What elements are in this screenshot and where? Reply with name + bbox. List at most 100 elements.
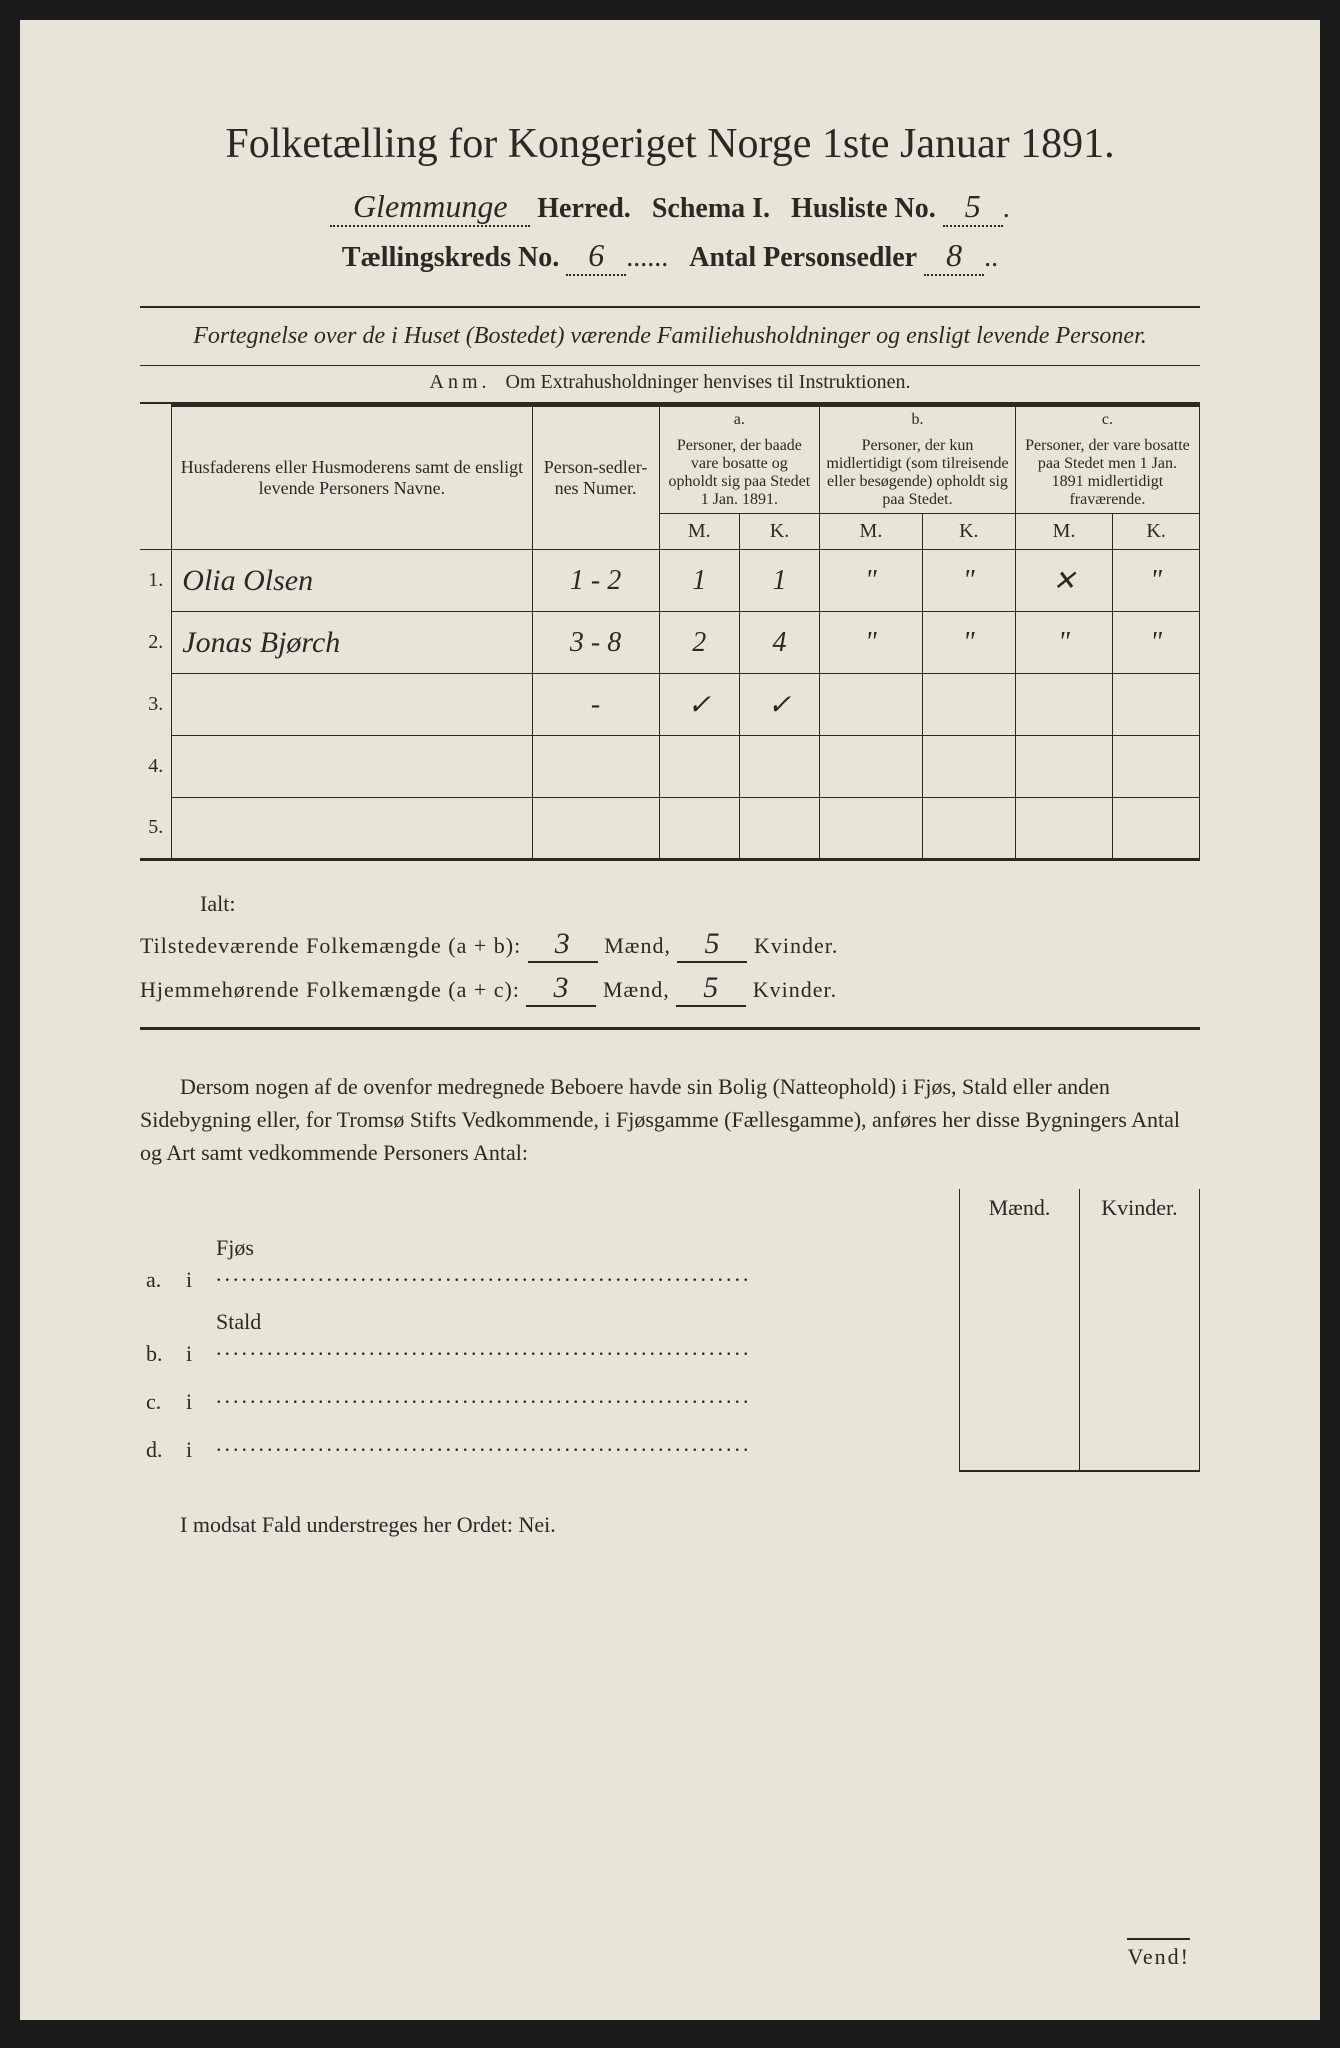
row-num: 5.	[140, 798, 172, 860]
header-line-1: Glemmunge Herred. Schema I. Husliste No.…	[140, 188, 1200, 227]
kreds-label: Tællingskreds No.	[342, 242, 559, 273]
row-num: 4.	[140, 736, 172, 798]
a-k-cell[interactable]: 4	[739, 612, 819, 674]
total-present-k[interactable]: 5	[677, 927, 747, 963]
a-m-cell[interactable]	[659, 798, 739, 860]
b-m-cell[interactable]	[820, 674, 923, 736]
c-k-cell[interactable]	[1113, 736, 1200, 798]
total-present: Tilstedeværende Folkemængde (a + b): 3 M…	[140, 927, 1200, 963]
bld-m[interactable]	[960, 1375, 1080, 1423]
b-m-cell[interactable]: "	[820, 612, 923, 674]
maend-label-2: Mænd,	[603, 977, 670, 1002]
bld-label: d.	[140, 1423, 180, 1471]
herred-field[interactable]: Glemmunge	[330, 188, 530, 227]
bld-m[interactable]	[960, 1423, 1080, 1471]
husliste-field[interactable]: 5	[943, 188, 1003, 227]
c-m-cell[interactable]	[1015, 674, 1112, 736]
a-k-cell[interactable]: ✓	[739, 674, 819, 736]
maend-label: Mænd,	[604, 933, 671, 958]
herred-label: Herred.	[537, 193, 631, 224]
total-present-m[interactable]: 3	[528, 927, 598, 963]
col-c-m: M.	[1015, 514, 1112, 550]
c-k-cell[interactable]	[1113, 798, 1200, 860]
husliste-label: Husliste No.	[791, 193, 936, 224]
row-num: 1.	[140, 550, 172, 612]
col-b-k: K.	[922, 514, 1015, 550]
b-k-cell[interactable]: "	[922, 612, 1015, 674]
bld-k[interactable]	[1080, 1423, 1200, 1471]
vend-label: Vend!	[1127, 1938, 1190, 1970]
name-cell[interactable]	[172, 798, 532, 860]
b-k-cell[interactable]	[922, 798, 1015, 860]
header-line-2: Tællingskreds No. 6...... Antal Personse…	[140, 237, 1200, 276]
kvinder-label-2: Kvinder.	[753, 977, 837, 1002]
form-subtitle: Fortegnelse over de i Huset (Bostedet) v…	[140, 306, 1200, 366]
total-home-k[interactable]: 5	[676, 971, 746, 1007]
name-cell[interactable]	[172, 736, 532, 798]
a-m-cell[interactable]: 1	[659, 550, 739, 612]
a-m-cell[interactable]: 2	[659, 612, 739, 674]
anm-line: Anm. Om Extrahusholdninger henvises til …	[140, 371, 1200, 404]
col-c-head: c.	[1015, 406, 1199, 434]
numer-cell[interactable]	[532, 736, 659, 798]
name-cell[interactable]: Olia Olsen	[172, 550, 532, 612]
a-k-cell[interactable]	[739, 798, 819, 860]
c-m-cell[interactable]: ✕	[1015, 550, 1112, 612]
anm-label: Anm.	[430, 371, 491, 393]
bld-i: i	[180, 1227, 210, 1301]
c-k-cell[interactable]: "	[1113, 612, 1200, 674]
a-m-cell[interactable]	[659, 736, 739, 798]
kvinder-label: Kvinder.	[754, 933, 838, 958]
c-k-cell[interactable]: "	[1113, 550, 1200, 612]
col-a-desc: Personer, der baade vare bosatte og opho…	[659, 433, 819, 514]
total-home-label: Hjemmehørende Folkemængde (a + c):	[140, 977, 520, 1002]
census-form-page: Folketælling for Kongeriget Norge 1ste J…	[20, 20, 1320, 2020]
b-m-cell[interactable]: "	[820, 550, 923, 612]
col-c-desc: Personer, der vare bosatte paa Stedet me…	[1015, 433, 1199, 514]
household-table: Husfaderens eller Husmoderens samt de en…	[140, 404, 1200, 861]
total-home-m[interactable]: 3	[526, 971, 596, 1007]
bld-m[interactable]	[960, 1301, 1080, 1375]
bld-i: i	[180, 1301, 210, 1375]
b-k-cell[interactable]: "	[922, 550, 1015, 612]
b-m-cell[interactable]	[820, 736, 923, 798]
bld-i: i	[180, 1375, 210, 1423]
bld-label: c.	[140, 1375, 180, 1423]
bld-name[interactable]: Stald	[210, 1301, 960, 1375]
b-k-cell[interactable]	[922, 736, 1015, 798]
a-k-cell[interactable]	[739, 736, 819, 798]
c-m-cell[interactable]	[1015, 798, 1112, 860]
numer-cell[interactable]	[532, 798, 659, 860]
bld-label: a.	[140, 1227, 180, 1301]
c-m-cell[interactable]	[1015, 736, 1112, 798]
ialt-label: Ialt:	[200, 891, 1200, 917]
a-k-cell[interactable]: 1	[739, 550, 819, 612]
bld-k[interactable]	[1080, 1227, 1200, 1301]
bld-i: i	[180, 1423, 210, 1471]
bld-k[interactable]	[1080, 1375, 1200, 1423]
building-paragraph: Dersom nogen af de ovenfor medregnede Be…	[140, 1070, 1200, 1169]
kreds-field[interactable]: 6	[566, 237, 626, 276]
col-header-names: Husfaderens eller Husmoderens samt de en…	[172, 406, 532, 550]
bld-name[interactable]	[210, 1423, 960, 1471]
b-m-cell[interactable]	[820, 798, 923, 860]
bld-name[interactable]	[210, 1375, 960, 1423]
antal-field[interactable]: 8	[924, 237, 984, 276]
col-b-desc: Personer, der kun midlertidigt (som tilr…	[820, 433, 1016, 514]
numer-cell[interactable]: 1 - 2	[532, 550, 659, 612]
a-m-cell[interactable]: ✓	[659, 674, 739, 736]
c-m-cell[interactable]: "	[1015, 612, 1112, 674]
col-b-head: b.	[820, 406, 1016, 434]
b-k-cell[interactable]	[922, 674, 1015, 736]
bld-name[interactable]: Fjøs	[210, 1227, 960, 1301]
bld-m[interactable]	[960, 1227, 1080, 1301]
bld-k[interactable]	[1080, 1301, 1200, 1375]
name-cell[interactable]	[172, 674, 532, 736]
numer-cell[interactable]: -	[532, 674, 659, 736]
c-k-cell[interactable]	[1113, 674, 1200, 736]
numer-cell[interactable]: 3 - 8	[532, 612, 659, 674]
col-c-k: K.	[1113, 514, 1200, 550]
nei-line: I modsat Fald understreges her Ordet: Ne…	[140, 1512, 1200, 1538]
total-present-label: Tilstedeværende Folkemængde (a + b):	[140, 933, 521, 958]
name-cell[interactable]: Jonas Bjørch	[172, 612, 532, 674]
